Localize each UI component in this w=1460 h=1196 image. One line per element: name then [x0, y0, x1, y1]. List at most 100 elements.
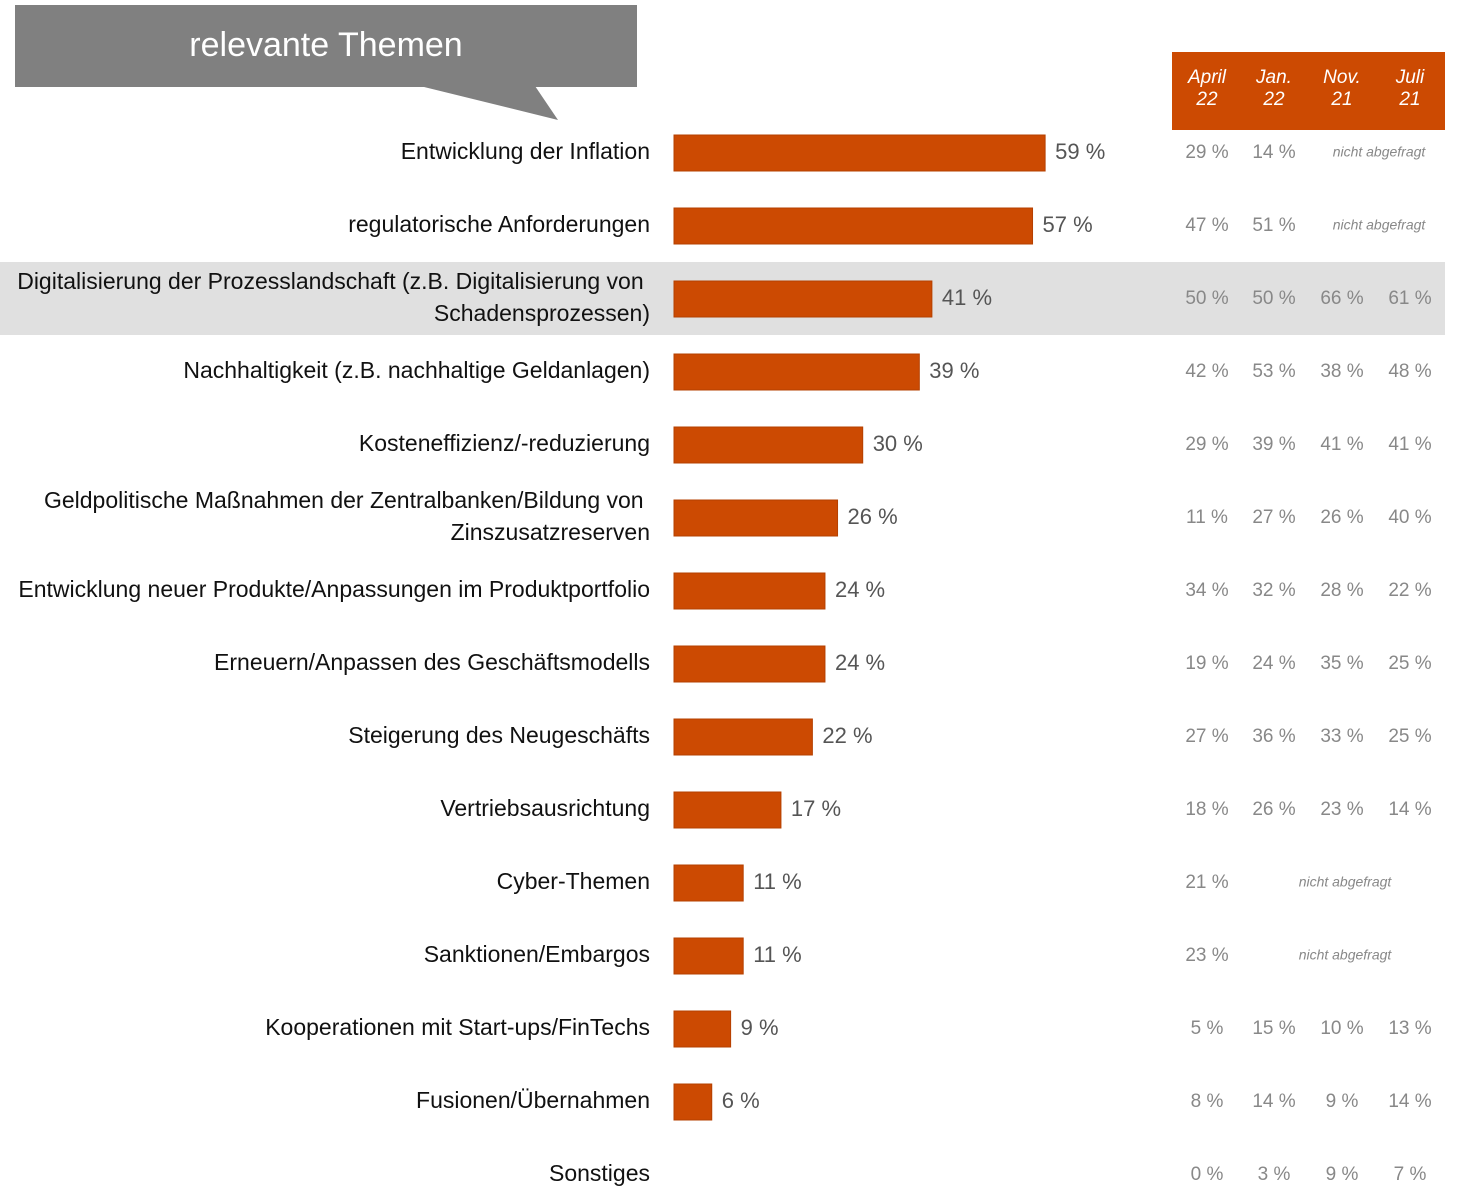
table-cell: 36 %	[1252, 726, 1295, 747]
chart-title: relevante Themen	[189, 26, 462, 64]
bar	[673, 645, 826, 683]
callout-box	[15, 5, 637, 87]
table-cell: 61 %	[1388, 288, 1431, 309]
table-cell: 3 %	[1258, 1164, 1291, 1185]
value-label: 6 %	[722, 1088, 760, 1113]
table-cell: 14 %	[1388, 799, 1431, 820]
bar	[673, 572, 826, 610]
table-cell: 26 %	[1252, 799, 1295, 820]
value-label: 22 %	[822, 723, 872, 748]
table-cell: 66 %	[1320, 288, 1363, 309]
table-cell: 29 %	[1185, 142, 1228, 163]
table-cell: 22 %	[1388, 580, 1431, 601]
category-label: Entwicklung neuer Produkte/Anpassungen i…	[18, 576, 650, 602]
table-cell: 14 %	[1252, 142, 1295, 163]
column-header: April 22	[1187, 67, 1227, 110]
value-label: 39 %	[929, 358, 979, 383]
table-cell: 25 %	[1388, 726, 1431, 747]
bar	[673, 426, 864, 464]
table-cell: 50 %	[1252, 288, 1295, 309]
category-label: Erneuern/Anpassen des Geschäftsmodells	[214, 649, 650, 675]
value-label: 11 %	[753, 942, 802, 967]
category-label: Cyber-Themen	[497, 868, 650, 894]
table-cell: 40 %	[1388, 507, 1431, 528]
table-cell: 34 %	[1185, 580, 1228, 601]
bar	[673, 280, 933, 318]
value-label: 26 %	[848, 504, 898, 529]
table-cell: 0 %	[1191, 1164, 1224, 1185]
table-note: nicht abgefragt	[1333, 217, 1427, 233]
table-cell: 47 %	[1185, 215, 1228, 236]
table-cell: 23 %	[1185, 945, 1228, 966]
value-label: 9 %	[741, 1015, 779, 1040]
category-label: Sonstiges	[549, 1160, 650, 1186]
category-label: Vertriebsausrichtung	[440, 795, 650, 821]
table-cell: 26 %	[1320, 507, 1363, 528]
table-cell: 41 %	[1320, 434, 1363, 455]
table-header	[1172, 52, 1445, 130]
category-label: Steigerung des Neugeschäfts	[348, 722, 650, 748]
table-note: nicht abgefragt	[1299, 947, 1393, 963]
table-cell: 21 %	[1185, 872, 1228, 893]
column-header: Jan. 22	[1255, 67, 1292, 110]
table-cell: 41 %	[1388, 434, 1431, 455]
value-label: 57 %	[1043, 212, 1093, 237]
table-cell: 33 %	[1320, 726, 1363, 747]
bar	[673, 1010, 732, 1048]
bar	[673, 864, 744, 902]
category-label: Geldpolitische Maßnahmen der Zentralbank…	[44, 487, 650, 545]
value-label: 30 %	[873, 431, 923, 456]
table-cell: 42 %	[1185, 361, 1228, 382]
table-cell: 27 %	[1185, 726, 1228, 747]
table-cell: 7 %	[1394, 1164, 1427, 1185]
table-cell: 14 %	[1252, 1091, 1295, 1112]
table-cell: 39 %	[1252, 434, 1295, 455]
category-label: Kooperationen mit Start-ups/FinTechs	[265, 1014, 650, 1040]
value-label: 11 %	[753, 869, 802, 894]
table-cell: 50 %	[1185, 288, 1228, 309]
table-cell: 25 %	[1388, 653, 1431, 674]
callout-pointer	[420, 86, 558, 120]
table-cell: 11 %	[1186, 507, 1228, 528]
bar	[673, 937, 744, 975]
column-header: Juli 21	[1395, 67, 1425, 110]
table-cell: 27 %	[1252, 507, 1295, 528]
value-label: 24 %	[835, 577, 885, 602]
category-label: Digitalisierung der Prozesslandschaft (z…	[17, 268, 650, 326]
title-callout: relevante Themen	[15, 5, 637, 120]
bar	[673, 499, 839, 537]
table-cell: 15 %	[1252, 1018, 1295, 1039]
bar	[673, 353, 920, 391]
bar	[673, 718, 813, 756]
table-cell: 8 %	[1191, 1091, 1224, 1112]
table-cell: 28 %	[1320, 580, 1363, 601]
table-cell: 29 %	[1185, 434, 1228, 455]
table-cell: 38 %	[1320, 361, 1363, 382]
value-label: 59 %	[1055, 139, 1105, 164]
value-label: 17 %	[791, 796, 841, 821]
bar	[673, 1083, 713, 1121]
table-cell: 19 %	[1185, 653, 1228, 674]
table-note: nicht abgefragt	[1299, 874, 1393, 890]
category-label: Kosteneffizienz/-reduzierung	[359, 430, 650, 456]
category-label: Nachhaltigkeit (z.B. nachhaltige Geldanl…	[183, 357, 650, 383]
value-label: 24 %	[835, 650, 885, 675]
table-cell: 10 %	[1320, 1018, 1363, 1039]
table-cell: 5 %	[1191, 1018, 1224, 1039]
table-cell: 18 %	[1185, 799, 1228, 820]
table-cell: 51 %	[1252, 215, 1295, 236]
table-cell: 9 %	[1326, 1164, 1359, 1185]
table-cell: 32 %	[1252, 580, 1295, 601]
table-cell: 53 %	[1252, 361, 1295, 382]
category-label: regulatorische Anforderungen	[348, 211, 650, 237]
table-cell: 48 %	[1388, 361, 1431, 382]
table-cell: 35 %	[1320, 653, 1363, 674]
table-note: nicht abgefragt	[1333, 144, 1427, 160]
table-cell: 24 %	[1252, 653, 1295, 674]
table-cell: 14 %	[1388, 1091, 1431, 1112]
bar	[673, 134, 1046, 172]
category-label: Entwicklung der Inflation	[401, 138, 650, 164]
category-label: Fusionen/Übernahmen	[416, 1087, 650, 1113]
table-cell: 13 %	[1388, 1018, 1431, 1039]
